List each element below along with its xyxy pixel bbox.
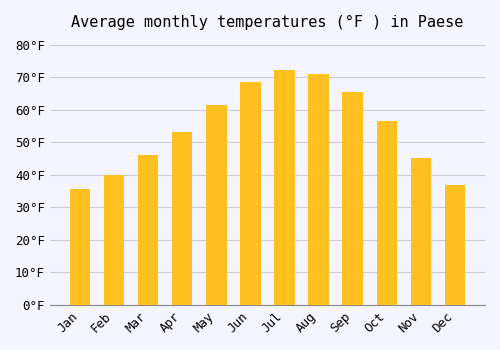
- Bar: [70, 189, 90, 305]
- Bar: [445, 184, 465, 305]
- Bar: [104, 175, 124, 305]
- Bar: [376, 121, 397, 305]
- Bar: [308, 74, 329, 305]
- Bar: [206, 105, 227, 305]
- Bar: [240, 82, 260, 305]
- Bar: [172, 132, 193, 305]
- Bar: [410, 158, 431, 305]
- Bar: [274, 70, 294, 305]
- Title: Average monthly temperatures (°F ) in Paese: Average monthly temperatures (°F ) in Pa…: [71, 15, 464, 30]
- Bar: [342, 92, 363, 305]
- Bar: [138, 155, 158, 305]
